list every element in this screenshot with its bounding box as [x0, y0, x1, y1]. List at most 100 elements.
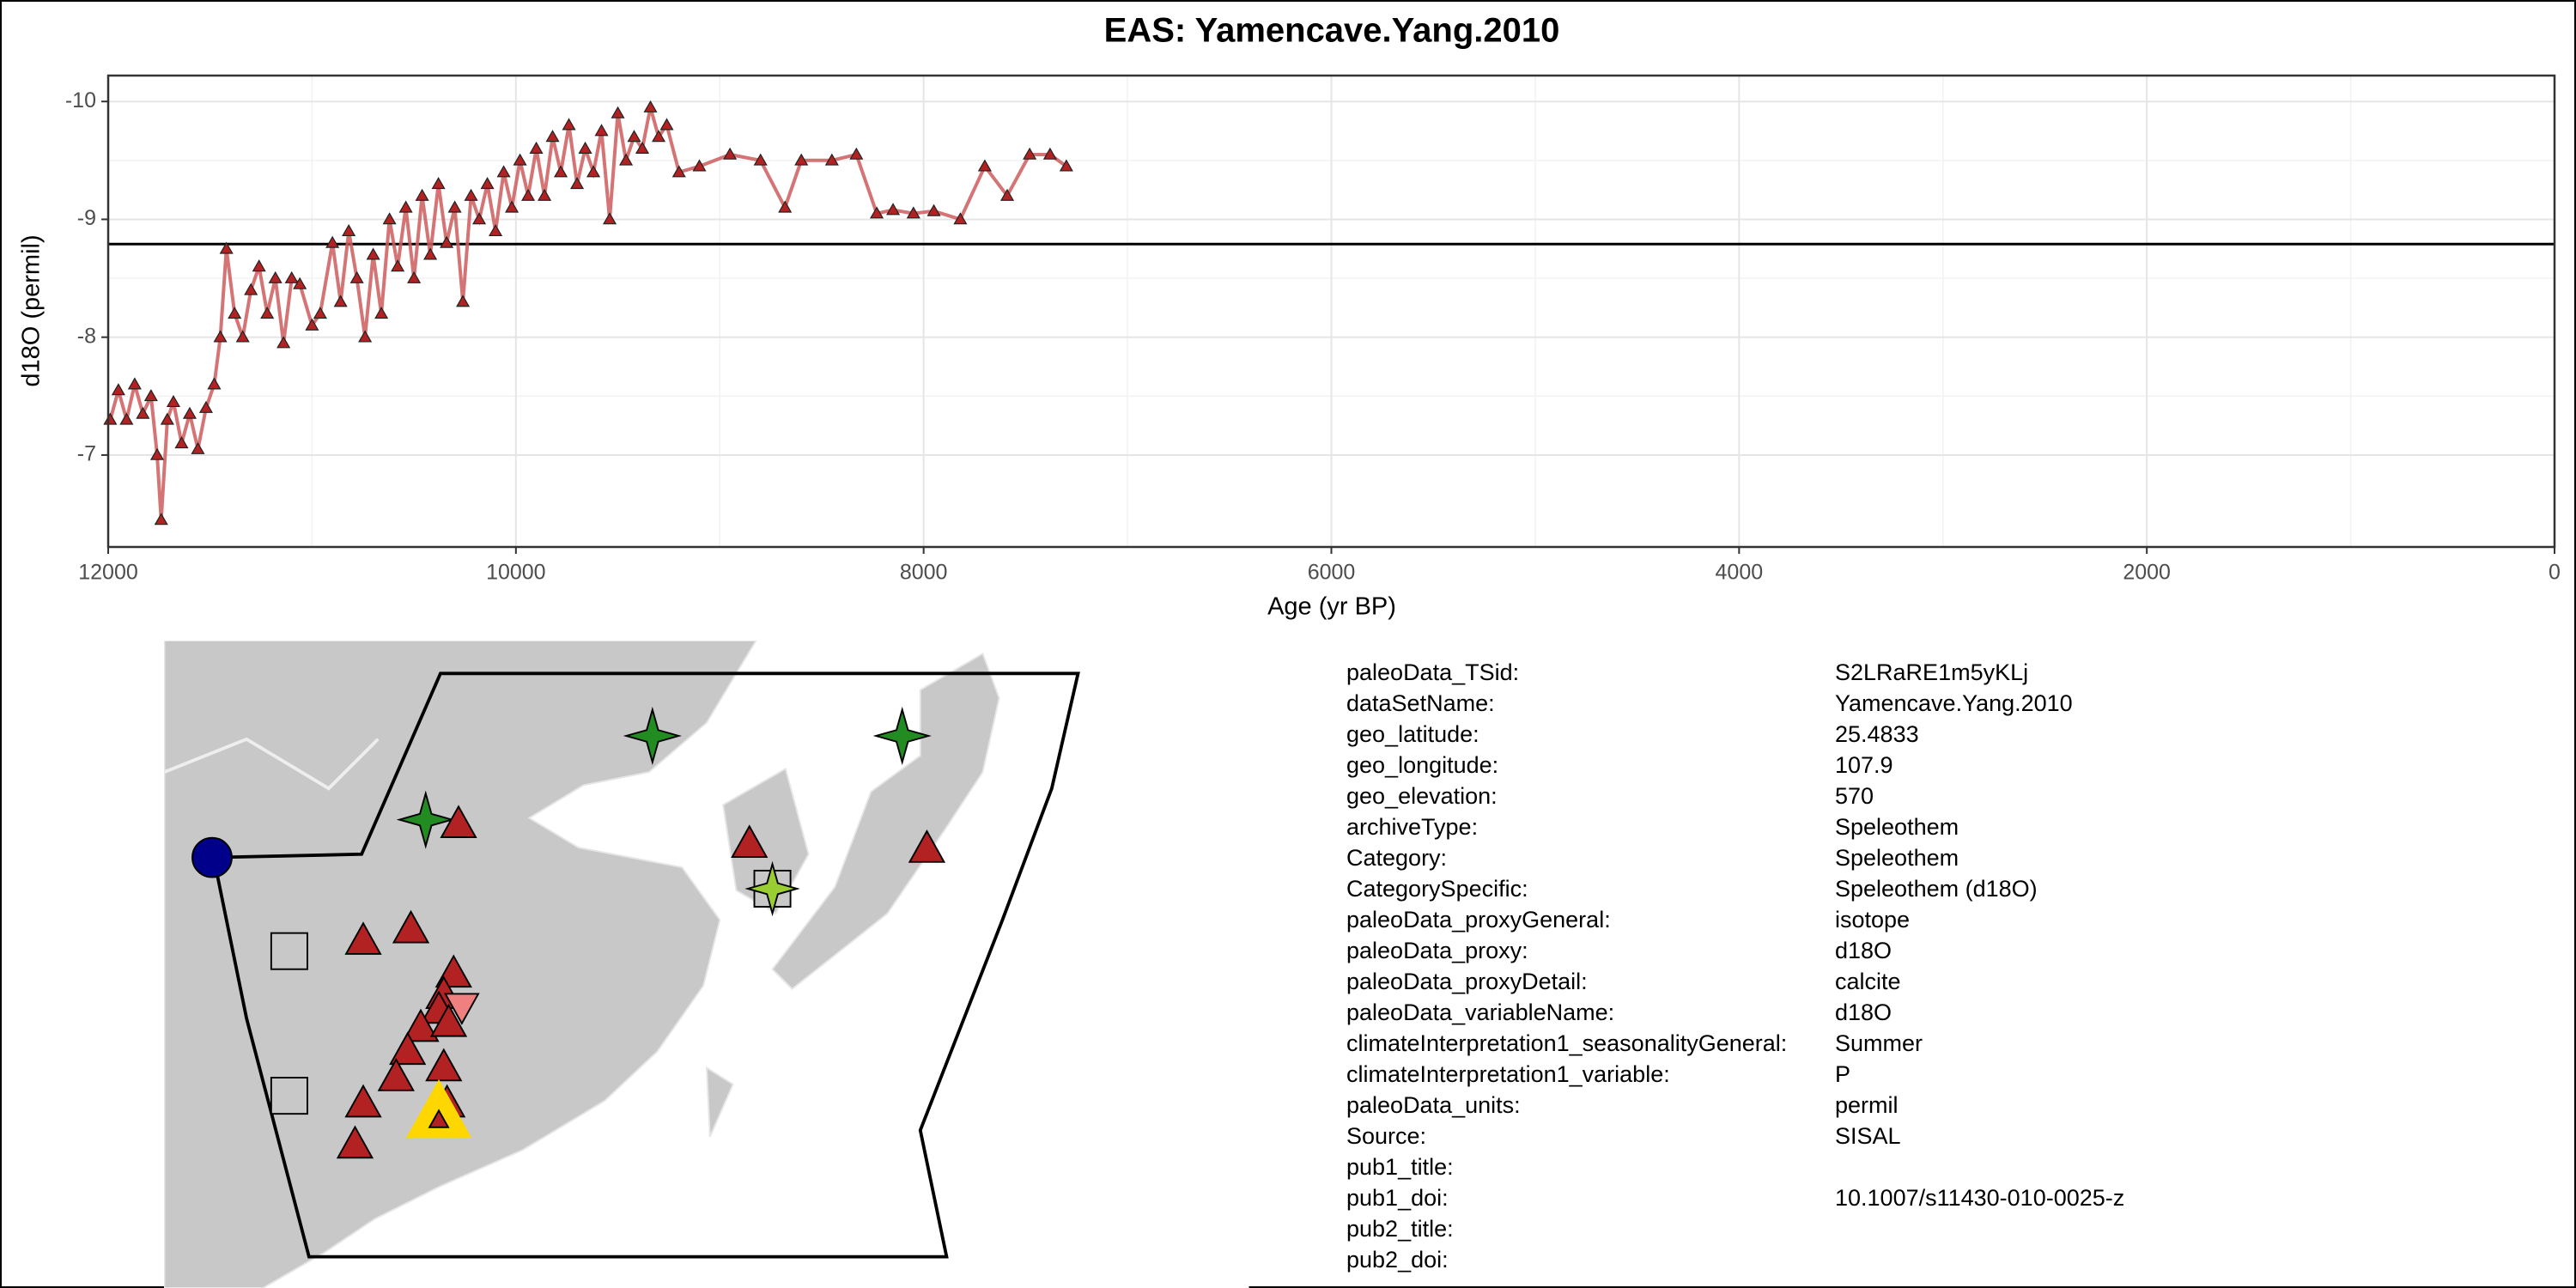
y-axis-label: d18O (permil) [18, 234, 46, 386]
data-point [496, 165, 511, 178]
data-point [529, 141, 544, 154]
data-point [325, 235, 340, 248]
data-point [407, 270, 422, 283]
metadata-key: pub1_title: [1346, 1154, 1454, 1180]
data-point [627, 130, 641, 143]
land-mainland [164, 641, 757, 1288]
metadata-value: 107.9 [1835, 752, 1893, 778]
metadata-key: geo_longitude: [1346, 752, 1498, 778]
data-point [219, 241, 234, 254]
data-point [472, 212, 487, 225]
metadata-key: paleoData_variableName: [1346, 999, 1614, 1025]
data-point [268, 270, 283, 283]
region-outline [211, 671, 1080, 1259]
site-inverted-triangle [444, 993, 480, 1025]
data-point [305, 318, 319, 331]
data-point [244, 283, 258, 295]
site-triangle [429, 1003, 468, 1037]
metadata-value: Yamencave.Yang.2010 [1835, 690, 2073, 716]
data-point [333, 295, 348, 307]
data-point [671, 165, 686, 178]
data-point [521, 188, 536, 201]
metadata-value: permil [1835, 1092, 1899, 1118]
data-point [415, 188, 429, 201]
data-point [276, 336, 291, 349]
data-point [228, 307, 242, 319]
metadata-value: P [1835, 1061, 1850, 1087]
data-point [953, 212, 968, 225]
site-triangle [402, 1008, 440, 1042]
x-tick-label: 0 [2549, 561, 2561, 585]
metadata-key: paleoData_proxyGeneral: [1346, 907, 1611, 933]
data-point [166, 394, 181, 408]
plot-frame [106, 74, 2556, 549]
data-point [692, 159, 707, 172]
data-point [723, 147, 738, 160]
metadata-key: archiveType: [1346, 814, 1478, 840]
y-tick-label: -8 [77, 324, 96, 348]
data-point [554, 165, 568, 178]
site-triangle [731, 824, 769, 858]
metadata-value: d18O [1835, 999, 1892, 1025]
metadata-value: d18O [1835, 938, 1892, 963]
data-point [489, 223, 503, 237]
land-taiwan [705, 1066, 734, 1138]
metadata-value: Speleothem [1835, 845, 1959, 871]
site-star [396, 790, 455, 849]
data-point [753, 153, 768, 166]
data-point [643, 100, 658, 112]
data-point [191, 441, 205, 454]
data-point [1042, 147, 1057, 160]
data-point [545, 130, 560, 143]
metadata-value: S2LRaRE1m5yKLj [1835, 659, 2028, 685]
data-point [440, 235, 454, 248]
data-point [207, 377, 222, 390]
data-point [824, 153, 839, 166]
metadata-value: Speleothem [1835, 814, 1959, 840]
data-point [611, 106, 625, 118]
data-point [182, 406, 197, 419]
data-point [260, 307, 275, 319]
x-tick-label: 4000 [1716, 561, 1764, 585]
site-triangle [336, 1125, 374, 1159]
data-point [366, 247, 380, 260]
data-point [794, 153, 809, 166]
data-point [143, 389, 158, 402]
data-point [603, 212, 617, 225]
data-point [570, 177, 585, 190]
site-star [744, 860, 800, 917]
data-point [160, 412, 174, 425]
metadata-value: Speleothem (d18O) [1835, 876, 2038, 902]
data-point [293, 276, 307, 289]
metadata-key: paleoData_proxyDetail: [1346, 969, 1588, 994]
metadata-key: pub2_doi: [1346, 1247, 1449, 1273]
land-japan [771, 652, 1000, 990]
data-point [594, 124, 609, 137]
site-markers [191, 706, 946, 1159]
data-point [358, 330, 373, 343]
site-triangle [344, 1084, 382, 1118]
data-point [513, 153, 527, 166]
data-point [619, 153, 634, 166]
metadata-key: CategorySpecific: [1346, 876, 1528, 902]
x-tick-label: 2000 [2123, 561, 2171, 585]
data-point [198, 400, 213, 413]
site-triangle [428, 1109, 450, 1128]
data-point [480, 177, 495, 190]
x-tick-label: 10000 [486, 561, 546, 585]
data-point [456, 295, 471, 307]
data-point [149, 447, 165, 460]
site-triangle [440, 805, 477, 839]
data-point [578, 141, 592, 154]
data-point [119, 412, 134, 425]
map-border-line [164, 737, 380, 791]
data-point [136, 406, 150, 419]
data-point [423, 247, 438, 260]
metadata-key: climateInterpretation1_variable: [1346, 1061, 1670, 1087]
y-tick-label: -10 [65, 88, 96, 112]
data-point [464, 188, 478, 201]
data-point [111, 383, 125, 396]
data-point [154, 513, 168, 526]
